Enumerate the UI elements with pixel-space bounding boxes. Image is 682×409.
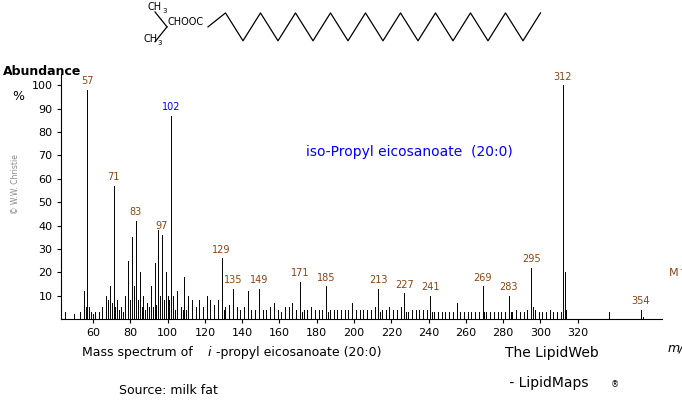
Text: 283: 283 [499,282,518,292]
Text: 57: 57 [81,76,93,86]
Text: 354: 354 [632,296,651,306]
Text: %: % [12,90,25,103]
Text: 149: 149 [250,275,268,285]
Text: m/z: m/z [668,341,682,354]
Text: 185: 185 [317,273,336,283]
Text: Abundance: Abundance [3,65,82,79]
Text: CHOOC: CHOOC [168,17,204,27]
Text: 71: 71 [107,172,120,182]
Text: 3: 3 [162,8,166,14]
Text: 295: 295 [522,254,540,264]
Text: 269: 269 [473,273,492,283]
Text: M$^+$: M$^+$ [668,265,682,280]
Text: 102: 102 [162,102,181,112]
Text: 135: 135 [224,275,242,285]
Text: i: i [208,346,211,359]
Text: 3: 3 [157,40,162,46]
Text: iso-Propyl eicosanoate  (20:0): iso-Propyl eicosanoate (20:0) [306,145,513,159]
Text: 312: 312 [554,72,572,82]
Text: 213: 213 [369,275,387,285]
Text: The LipidWeb: The LipidWeb [505,346,598,360]
Text: 171: 171 [291,268,309,278]
Text: - LipidMaps: - LipidMaps [505,376,588,390]
Text: 227: 227 [395,280,414,290]
Text: CH: CH [148,2,162,12]
Text: 83: 83 [130,207,142,217]
Text: © W.W. Christie: © W.W. Christie [10,154,20,214]
Text: 97: 97 [156,221,168,231]
Text: -propyl eicosanoate (20:0): -propyl eicosanoate (20:0) [216,346,381,359]
Text: CH: CH [143,34,157,44]
Text: ®: ® [610,380,619,389]
Text: 241: 241 [421,282,440,292]
Text: Source: milk fat: Source: milk fat [119,384,218,398]
Text: Mass spectrum of: Mass spectrum of [82,346,196,359]
Text: 129: 129 [212,245,231,255]
